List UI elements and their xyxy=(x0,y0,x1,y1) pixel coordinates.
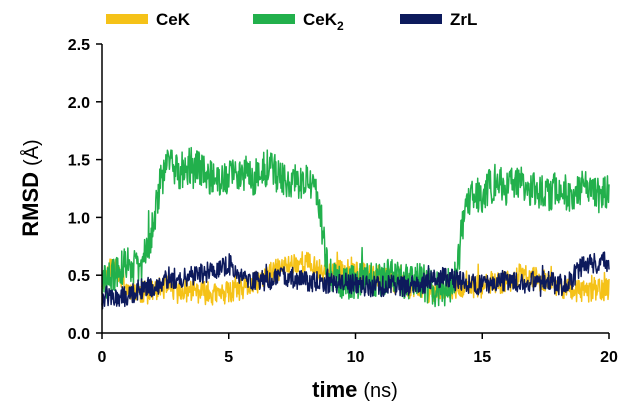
tick-layer: 0 5 10 15 20 0.0 0.5 1.0 1.5 2.0 2.5 xyxy=(68,37,618,366)
y-tick-label: 0.5 xyxy=(68,268,90,285)
x-tick-label: 10 xyxy=(347,349,365,366)
series-line-zrl xyxy=(101,251,610,310)
legend-label-cek2-main: CeK xyxy=(303,10,338,29)
legend-item-zrl: ZrL xyxy=(400,10,477,29)
legend-item-cek2: CeK2 xyxy=(253,10,344,33)
x-axis-unit: (ns) xyxy=(363,380,397,402)
legend-label-zrl: ZrL xyxy=(450,10,477,29)
series-line-cek xyxy=(101,251,610,306)
y-axis-unit: (Å) xyxy=(20,139,43,166)
legend-swatch-cek xyxy=(106,14,148,24)
x-tick-label: 0 xyxy=(98,349,107,366)
y-tick-label: 0.0 xyxy=(68,326,90,343)
x-tick-label: 20 xyxy=(600,349,618,366)
y-axis-label: RMSD xyxy=(18,172,43,237)
legend-label-cek: CeK xyxy=(156,10,191,29)
x-tick-label: 15 xyxy=(473,349,491,366)
y-tick-label: 2.0 xyxy=(68,95,90,112)
legend-item-cek: CeK xyxy=(106,10,191,29)
y-axis-title: RMSD (Å) xyxy=(18,139,43,236)
x-axis-label: time xyxy=(312,377,357,402)
y-tick-label: 2.5 xyxy=(68,37,90,54)
series-layer xyxy=(101,146,610,310)
legend-label-cek2: CeK2 xyxy=(303,10,344,33)
legend-swatch-cek2 xyxy=(253,14,295,24)
x-axis-title: time (ns) xyxy=(312,377,398,402)
legend-swatch-zrl xyxy=(400,14,442,24)
y-tick-label: 1.0 xyxy=(68,210,90,227)
legend: CeK CeK2 ZrL xyxy=(106,10,477,33)
y-tick-label: 1.5 xyxy=(68,153,90,170)
legend-label-cek2-sub: 2 xyxy=(337,19,344,33)
x-tick-label: 5 xyxy=(224,349,233,366)
